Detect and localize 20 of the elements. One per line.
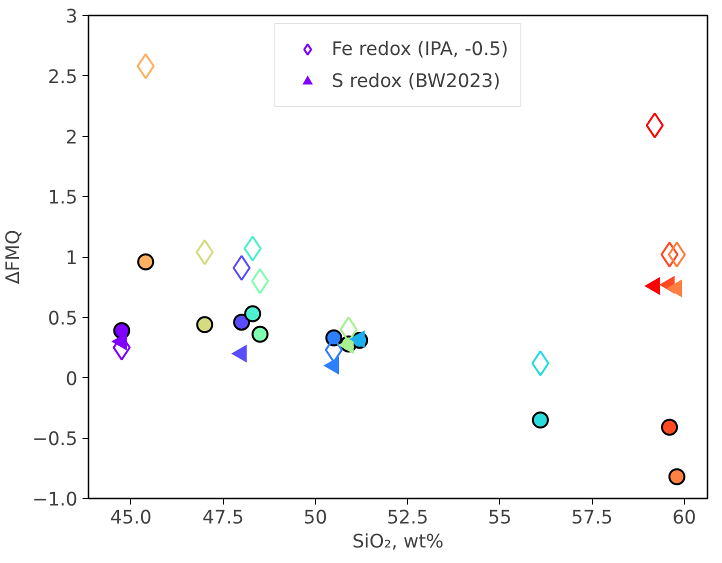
x-tick-label: 60 [672, 508, 696, 528]
y-tick-label: 3 [66, 6, 78, 28]
y-tick-label: −0.5 [32, 429, 78, 450]
y-tick-label: 2.5 [48, 66, 78, 88]
x-tick-label: 50 [304, 508, 328, 528]
x-tick-label: 45.0 [110, 508, 152, 528]
x-tick-label: 57.5 [571, 508, 613, 528]
y-tick-label: 1 [66, 248, 78, 269]
y-tick-label: 2 [66, 127, 78, 148]
y-tick-label: 1.5 [48, 188, 78, 209]
x-tick-label: 52.5 [386, 508, 428, 528]
y-axis-title: ΔFMQ [3, 230, 24, 284]
x-axis-title: SiO₂, wt% [352, 532, 444, 552]
y-tick-label: −1.0 [32, 490, 78, 510]
x-tick-label: 47.5 [202, 508, 244, 528]
legend-label: S redox (BW2023) [332, 70, 500, 92]
y-tick-label: 0.5 [48, 308, 78, 330]
legend-label: Fe redox (IPA, -0.5) [332, 38, 508, 60]
x-tick-label: 55 [488, 508, 512, 528]
y-tick-label: 0 [66, 368, 78, 390]
